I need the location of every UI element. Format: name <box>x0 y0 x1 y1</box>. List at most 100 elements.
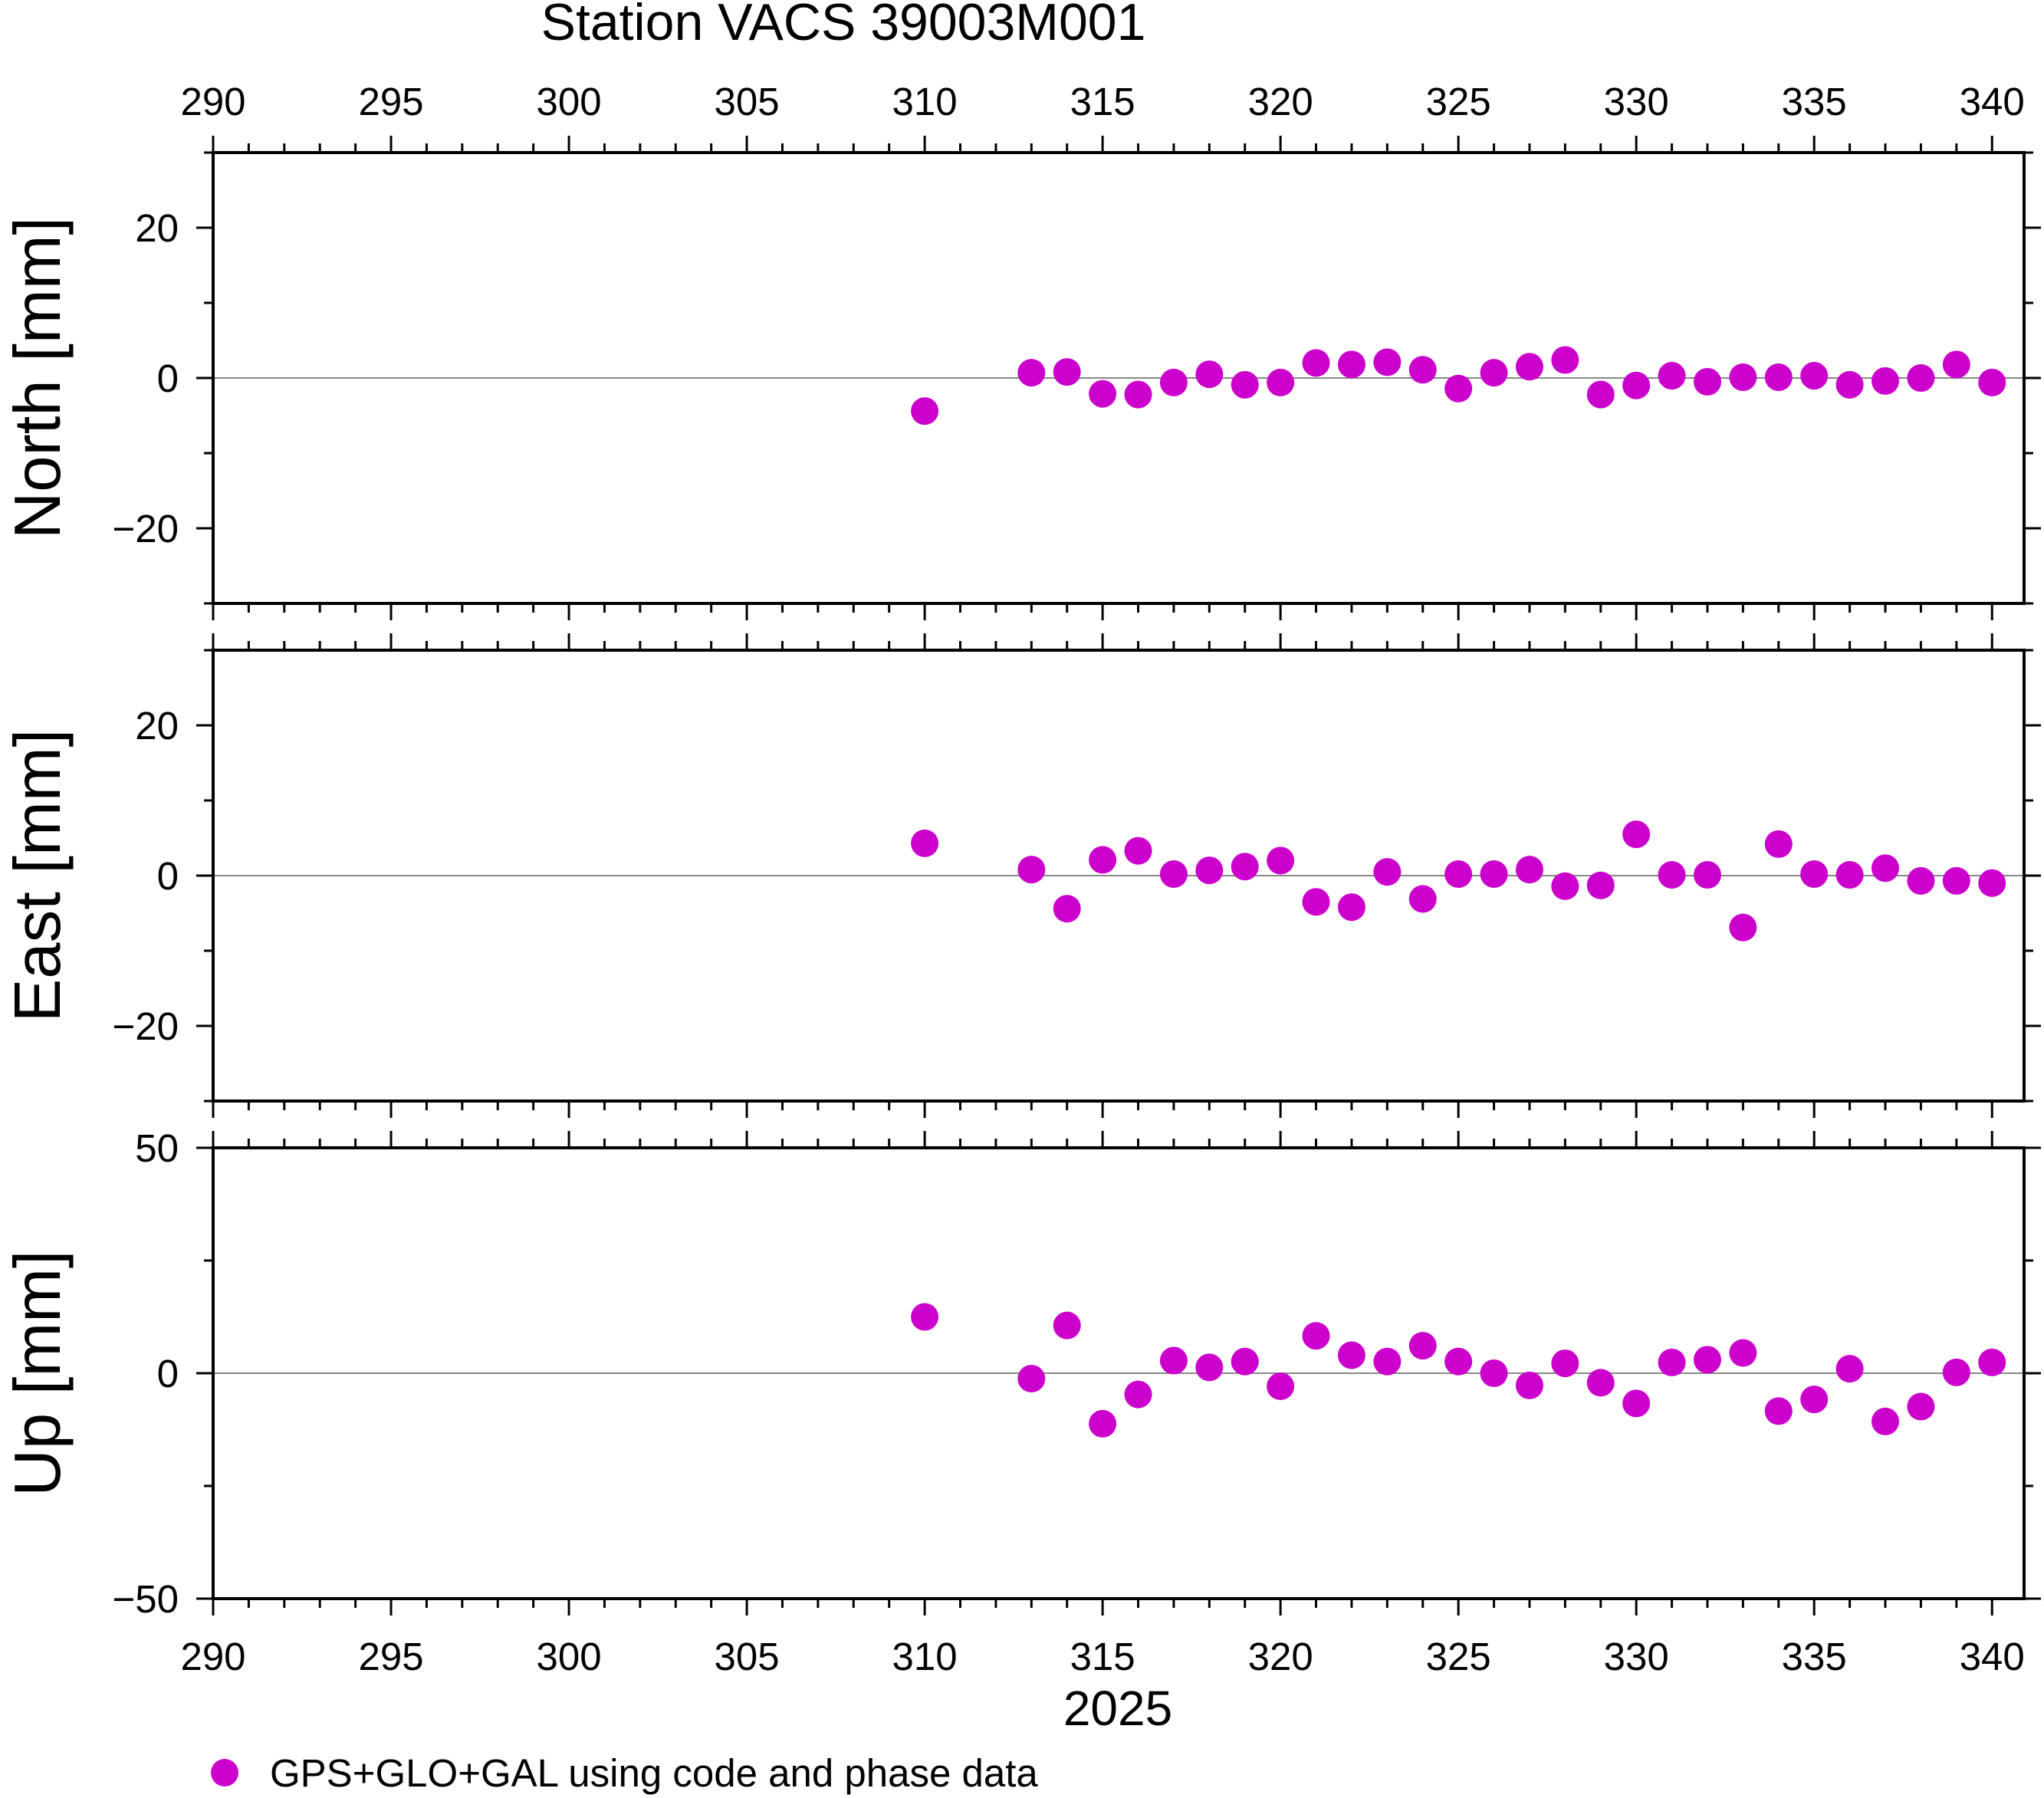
x-tick-label-bottom: 330 <box>1604 1635 1669 1678</box>
x-tick-label-top: 335 <box>1782 80 1847 123</box>
panel-frame <box>212 1146 2026 1600</box>
y-tick-label: 0 <box>157 1352 179 1395</box>
data-point <box>1658 362 1686 390</box>
data-point <box>1480 359 1508 387</box>
y-tick-label: 20 <box>135 206 179 250</box>
data-point <box>1978 368 2006 396</box>
data-point <box>1622 1389 1651 1418</box>
y-axis-title: North [mm] <box>2 217 74 539</box>
data-point <box>1302 1322 1330 1350</box>
x-tick-label-bottom: 310 <box>892 1635 958 1678</box>
x-tick-label-top: 320 <box>1248 80 1313 123</box>
x-axis-label: 2025 <box>1063 1681 1172 1736</box>
data-point <box>1729 363 1757 392</box>
x-tick-label-bottom: 295 <box>358 1635 423 1678</box>
data-point <box>1942 866 1970 895</box>
y-tick-label: 20 <box>135 704 179 748</box>
panel-north: −20 0 20 North [mm] <box>2 136 2041 620</box>
data-point <box>1089 846 1117 874</box>
x-tick-label-bottom: 335 <box>1782 1635 1847 1678</box>
data-point <box>1053 895 1081 923</box>
data-point <box>1124 837 1152 865</box>
x-tick-label-top: 340 <box>1960 80 2025 123</box>
data-point <box>1764 1397 1793 1425</box>
x-tick-label-top: 325 <box>1426 80 1491 123</box>
data-point <box>1871 1407 1900 1435</box>
data-point <box>1231 853 1259 881</box>
legend: GPS+GLO+GAL using code and phase data <box>211 1751 1038 1795</box>
data-point <box>1729 913 1757 942</box>
legend-marker <box>211 1759 238 1786</box>
x-tick-label-bottom: 300 <box>537 1635 602 1678</box>
data-point <box>1337 1341 1365 1369</box>
data-point <box>1693 367 1721 396</box>
data-point <box>1978 1348 2006 1376</box>
panel-up: −50 0 50 Up [mm] <box>2 1126 2041 1621</box>
data-point <box>911 1303 939 1331</box>
data-point <box>1337 350 1365 379</box>
y-axis-title: Up [mm] <box>2 1250 74 1496</box>
data-point <box>1480 1359 1508 1387</box>
data-point <box>1800 860 1829 889</box>
data-point <box>1658 861 1686 889</box>
data-point <box>1195 1353 1224 1382</box>
data-point <box>1124 1380 1152 1408</box>
data-point <box>1444 860 1473 889</box>
data-point <box>1551 346 1579 374</box>
data-point <box>1159 1346 1188 1375</box>
data-point <box>1942 1358 1970 1386</box>
x-tick-label-bottom: 290 <box>180 1635 245 1678</box>
x-tick-label-top: 315 <box>1070 80 1135 123</box>
data-point <box>1764 363 1793 392</box>
y-tick-label: −20 <box>112 1004 179 1048</box>
data-point <box>1551 1349 1579 1378</box>
data-point <box>1124 380 1152 409</box>
data-point <box>1195 360 1224 389</box>
data-point <box>1907 364 1935 392</box>
data-point <box>1159 368 1188 396</box>
data-point <box>1231 1347 1259 1376</box>
data-point <box>1017 359 1046 387</box>
data-point <box>1622 371 1651 399</box>
data-point <box>1017 1365 1046 1393</box>
data-point <box>1658 1348 1686 1376</box>
data-point <box>1408 1332 1437 1360</box>
data-point <box>1515 353 1543 381</box>
y-tick-label: 0 <box>157 357 179 400</box>
x-tick-label-bottom: 305 <box>715 1635 780 1678</box>
data-point <box>1053 1311 1081 1339</box>
data-point <box>1267 1372 1295 1401</box>
data-point <box>1231 370 1259 399</box>
data-point <box>1978 869 2006 897</box>
y-axis-title: East [mm] <box>2 729 74 1023</box>
panel-frame <box>212 649 2026 1103</box>
y-tick-label: 50 <box>135 1126 179 1170</box>
data-point <box>1267 846 1295 875</box>
data-point <box>1835 370 1864 399</box>
data-point <box>1586 871 1615 899</box>
data-point <box>1871 854 1900 883</box>
data-point <box>1373 858 1402 886</box>
y-tick-label: −50 <box>112 1577 179 1621</box>
data-point <box>1515 856 1543 884</box>
data-point <box>1942 350 1970 379</box>
data-point <box>1408 885 1437 913</box>
data-point <box>1195 856 1224 885</box>
y-tick-label: −20 <box>112 507 179 551</box>
data-point <box>1871 367 1900 395</box>
data-point <box>1373 1347 1402 1376</box>
legend-label: GPS+GLO+GAL using code and phase data <box>270 1751 1038 1795</box>
panel-frame <box>212 151 2026 605</box>
data-point <box>1693 1346 1721 1374</box>
data-point <box>1159 860 1188 889</box>
data-point <box>1586 380 1615 409</box>
x-tick-label-top: 310 <box>892 80 958 123</box>
x-tick-label-top: 295 <box>358 80 423 123</box>
data-point <box>911 397 939 426</box>
data-point <box>1800 362 1829 390</box>
data-point <box>1302 349 1330 377</box>
data-point <box>1835 1355 1864 1383</box>
data-point <box>1835 861 1864 889</box>
x-tick-label-top: 305 <box>715 80 780 123</box>
x-tick-label-bottom: 315 <box>1070 1635 1135 1678</box>
